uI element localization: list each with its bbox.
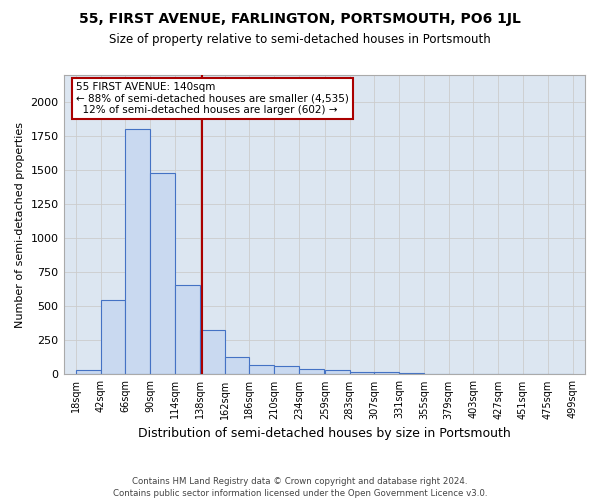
Text: Size of property relative to semi-detached houses in Portsmouth: Size of property relative to semi-detach… <box>109 32 491 46</box>
Bar <box>250 365 274 374</box>
Bar <box>76 370 101 374</box>
Text: 55 FIRST AVENUE: 140sqm
← 88% of semi-detached houses are smaller (4,535)
  12% : 55 FIRST AVENUE: 140sqm ← 88% of semi-de… <box>76 82 349 115</box>
Bar <box>350 372 374 374</box>
Bar <box>101 300 125 374</box>
Text: 55, FIRST AVENUE, FARLINGTON, PORTSMOUTH, PO6 1JL: 55, FIRST AVENUE, FARLINGTON, PORTSMOUTH… <box>79 12 521 26</box>
Text: Contains HM Land Registry data © Crown copyright and database right 2024.: Contains HM Land Registry data © Crown c… <box>132 478 468 486</box>
Bar <box>150 173 175 374</box>
Bar <box>325 370 350 374</box>
Y-axis label: Number of semi-detached properties: Number of semi-detached properties <box>15 122 25 328</box>
Bar <box>399 373 424 374</box>
Bar <box>299 369 324 374</box>
Bar <box>200 330 224 374</box>
X-axis label: Distribution of semi-detached houses by size in Portsmouth: Distribution of semi-detached houses by … <box>138 427 511 440</box>
Bar <box>224 356 250 374</box>
Bar <box>175 284 200 374</box>
Bar <box>274 366 299 374</box>
Text: Contains public sector information licensed under the Open Government Licence v3: Contains public sector information licen… <box>113 489 487 498</box>
Bar <box>374 372 399 374</box>
Bar <box>125 130 150 374</box>
